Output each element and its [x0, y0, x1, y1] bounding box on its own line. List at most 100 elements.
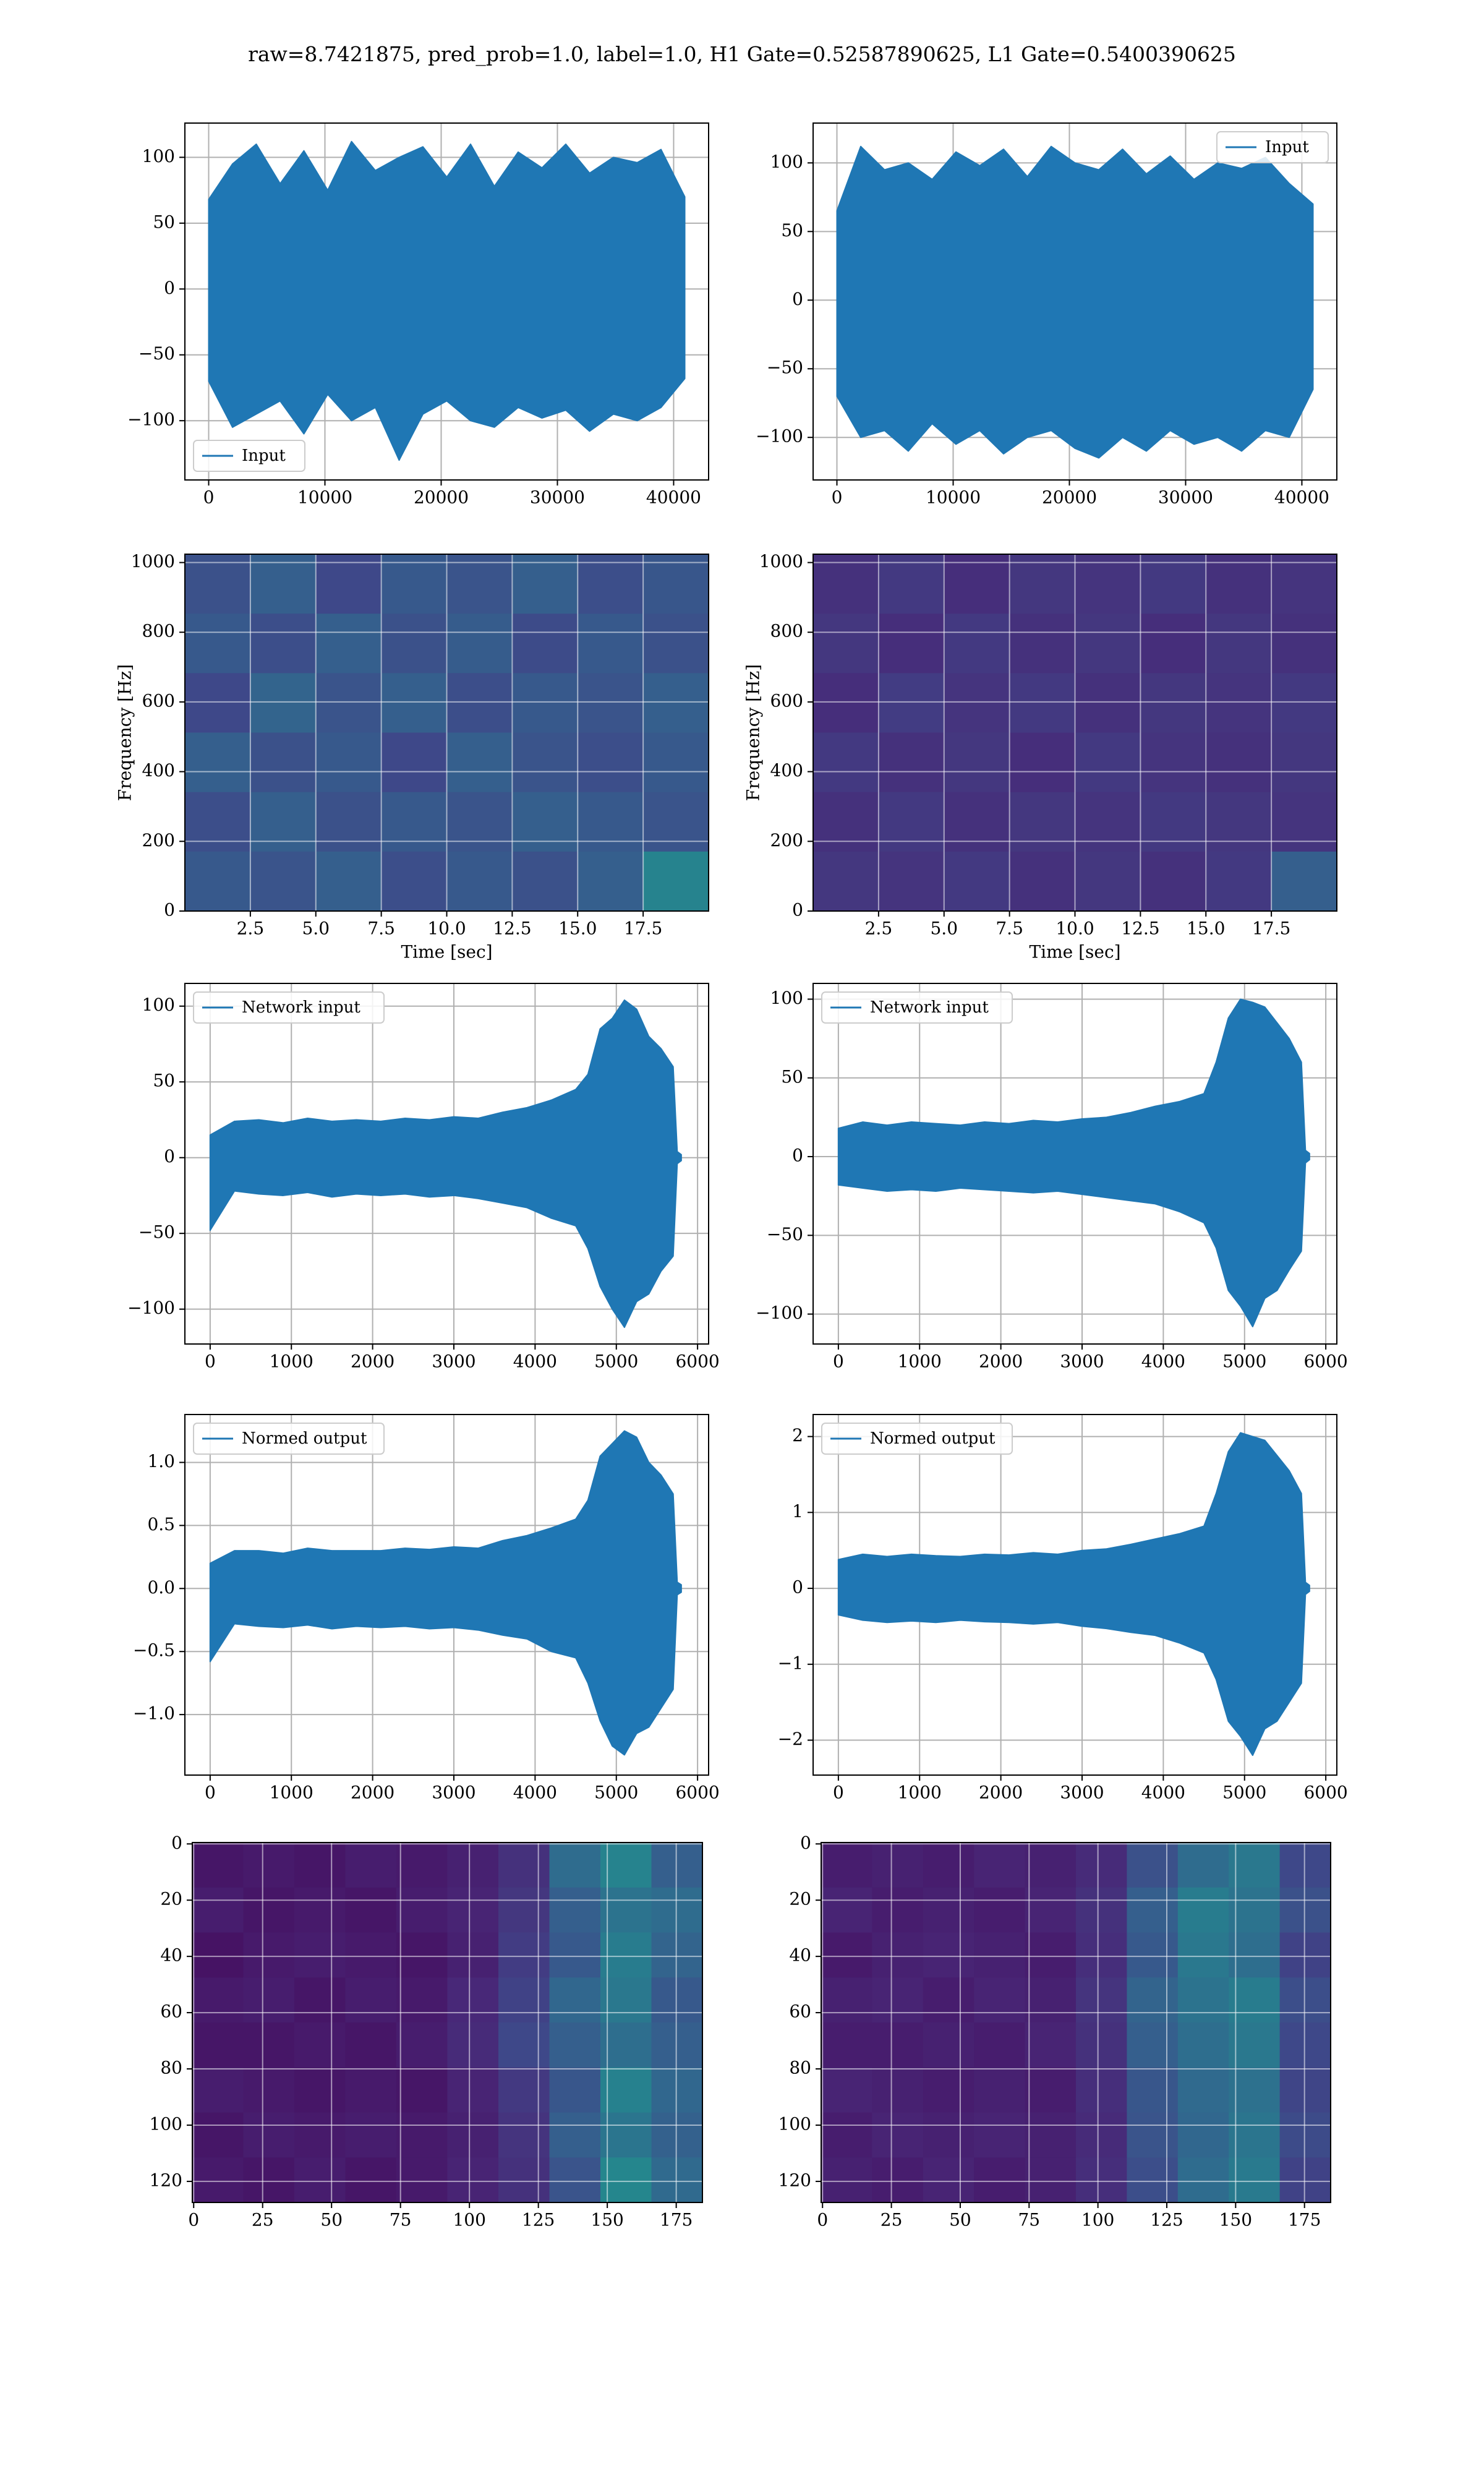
heatmap-cell [294, 2157, 346, 2202]
heatmap-cell [1127, 2022, 1179, 2068]
heatmap-cell [643, 732, 709, 793]
x-tick-label: 20000 [1042, 487, 1097, 508]
y-tick-label: 50 [781, 1066, 803, 1087]
heatmap-cell [498, 1843, 550, 1888]
heatmap-cell [923, 2112, 974, 2158]
x-tick-label: 25 [252, 2210, 274, 2230]
heatmap-cell [1177, 1932, 1229, 1978]
x-tick-label: 100 [1081, 2210, 1114, 2230]
heatmap-cell [185, 673, 251, 733]
heatmap-cell [1206, 614, 1272, 674]
heatmap-cell [578, 673, 644, 733]
heatmap-cell [1076, 1977, 1127, 2023]
heatmap-cell [381, 732, 447, 793]
plot-area [813, 554, 1337, 911]
y-tick-label: −100 [756, 1303, 803, 1323]
y-tick-label: 0 [792, 900, 803, 920]
heatmap-cell [447, 1977, 499, 2023]
heatmap-cell [250, 732, 317, 793]
heatmap-cell [549, 2067, 601, 2113]
heatmap-cell [447, 1932, 499, 1978]
heatmap-cell [192, 2157, 244, 2202]
x-tick-label: 50 [320, 2210, 343, 2230]
heatmap-cell [1076, 2067, 1127, 2113]
y-tick-label: 20 [789, 1889, 811, 1909]
heatmap-cell [294, 1887, 346, 1933]
y-tick-label: −1 [778, 1653, 803, 1673]
heatmap-cell [651, 2112, 702, 2158]
heatmap-cell [923, 1843, 974, 1888]
y-tick-label: 600 [770, 690, 803, 711]
x-tick-label: 100 [453, 2210, 485, 2230]
x-tick-label: 125 [522, 2210, 555, 2230]
heatmap-cell [345, 1932, 397, 1978]
heatmap-cell [974, 1932, 1026, 1978]
plot-area [185, 983, 709, 1344]
y-tick-label: 1.0 [147, 1451, 175, 1471]
heatmap-cell [974, 2022, 1026, 2068]
y-tick-label: 40 [160, 1945, 182, 1966]
x-tick-label: 0 [833, 1351, 844, 1372]
heatmap-cell [813, 554, 879, 614]
heatmap-cell [1127, 1932, 1179, 1978]
heatmap-cell [294, 2067, 346, 2113]
heatmap-cell [651, 2067, 702, 2113]
heatmap-cell [1009, 732, 1075, 793]
y-tick-label: −100 [127, 1298, 175, 1318]
heatmap-cell [185, 732, 251, 793]
heatmap-cell [1127, 2112, 1179, 2158]
x-tick-label: 1000 [270, 1351, 313, 1372]
y-tick-label: 80 [789, 2058, 811, 2078]
y-tick-label: 0.0 [147, 1577, 175, 1598]
x-axis-label: Time [sec] [401, 942, 492, 962]
heatmap-cell [345, 2112, 397, 2158]
heatmap-cell [1279, 2157, 1331, 2202]
heatmap-cell [1127, 1843, 1179, 1888]
heatmap-cell [1075, 614, 1141, 674]
heatmap-cell [923, 1932, 974, 1978]
heatmap-cell [1140, 851, 1206, 911]
y-axis-label: Frequency [Hz] [115, 664, 135, 801]
x-tick-label: 40000 [1274, 487, 1329, 508]
heatmap-cell [1177, 1887, 1229, 1933]
x-tick-label: 20000 [414, 487, 469, 508]
axes-frame [184, 1414, 709, 1776]
heatmap-cell [1140, 792, 1206, 852]
heatmap-cell [1025, 1843, 1077, 1888]
heatmap-cell [243, 2022, 295, 2068]
heatmap-cell [396, 2067, 448, 2113]
heatmap-cell [600, 2112, 652, 2158]
subplot: 0 1000 2000 3000 4000 5000 6000 −1.0 −0.5 0.0 0.5 1… [133, 1414, 720, 1803]
heatmap-cell [944, 792, 1010, 852]
heatmap-cell [974, 1977, 1026, 2023]
heatmap-cell [243, 1977, 295, 2023]
heatmap-cell [923, 2157, 974, 2202]
axes-frame [184, 122, 709, 481]
heatmap-cell [944, 614, 1010, 674]
subplot: 2.5 5.0 7.5 10.0 12.5 15.0 17.5 0 200 400 600 800 10… [115, 551, 709, 962]
heatmap-cell [1075, 554, 1141, 614]
heatmap-cell [923, 1887, 974, 1933]
y-tick-label: 0 [164, 1146, 175, 1166]
y-tick-label: 120 [150, 2170, 182, 2190]
y-tick-label: −50 [139, 343, 175, 364]
x-tick-label: 5000 [1222, 1351, 1266, 1372]
signal-area [837, 1432, 1310, 1757]
heatmap-cell [600, 2022, 652, 2068]
heatmap-cell [813, 792, 879, 852]
x-tick-label: 30000 [530, 487, 585, 508]
x-tick-label: 2000 [979, 1783, 1023, 1803]
heatmap-cell [643, 554, 709, 614]
x-tick-label: 15.0 [558, 918, 597, 939]
heatmap-cell [498, 1977, 550, 2023]
plot-area [821, 1843, 1331, 2202]
heatmap-cell [944, 851, 1010, 911]
heatmap-cell [512, 732, 578, 793]
heatmap-cell [1075, 851, 1141, 911]
y-tick-label: 0 [171, 1833, 182, 1853]
subplot: 0 1000 2000 3000 4000 5000 6000 −2 −1 0 1 2 Normed o… [778, 1414, 1348, 1803]
heatmap-cell [600, 1887, 652, 1933]
y-tick-label: 50 [153, 212, 175, 232]
heatmap-cell [651, 1843, 702, 1888]
x-tick-label: 6000 [675, 1783, 719, 1803]
